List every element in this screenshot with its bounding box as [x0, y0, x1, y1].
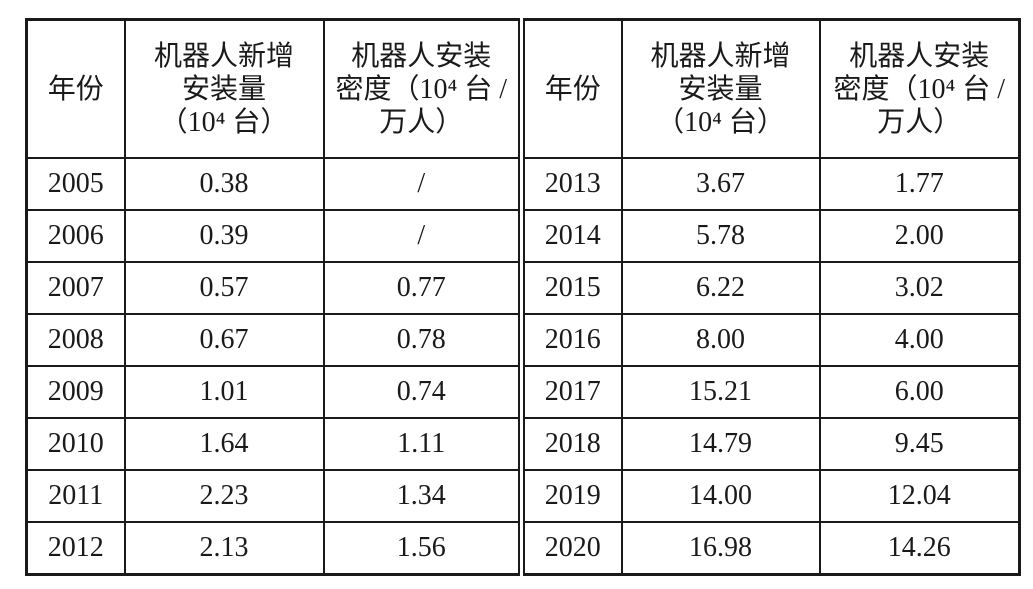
value-cell: 9.45 [818, 417, 1021, 471]
value-cell: 1.64 [123, 417, 325, 471]
value-cell: 6.22 [620, 261, 821, 315]
value-cell: 5.78 [620, 209, 821, 263]
value-cell: 12.04 [818, 469, 1021, 523]
header-line: （10⁴ 台） [656, 106, 785, 138]
value-cell: 1.11 [322, 417, 523, 471]
value-cell: / [322, 157, 523, 211]
header-cell: 年份 [25, 18, 126, 159]
year-cell: 2005 [25, 157, 126, 211]
value-cell: 0.78 [322, 313, 523, 367]
header-cell: 机器人安装 密度（10⁴ 台 / 万人） [322, 18, 523, 159]
header-row: 年份 机器人新增 安装量 （10⁴ 台） 机器人安装 密度（10⁴ 台 / 万人） 年份 机器人… [25, 18, 1021, 159]
header-line: 密度（10⁴ 台 / [335, 73, 508, 105]
header-line: （10⁴ 台） [159, 106, 289, 138]
year-cell: 2006 [25, 209, 126, 263]
table-row: 2009 1.01 0.74 2017 15.21 6.00 [25, 365, 1021, 419]
year-cell: 2019 [518, 469, 623, 523]
value-cell: 0.57 [123, 261, 325, 315]
value-cell: 6.00 [818, 365, 1021, 419]
value-cell: 14.26 [818, 521, 1021, 576]
data-table: 年份 机器人新增 安装量 （10⁴ 台） 机器人安装 密度（10⁴ 台 / 万人） 年份 机器人… [25, 18, 1021, 576]
value-cell: 3.67 [620, 157, 821, 211]
value-cell: 0.74 [322, 365, 523, 419]
header-line: 安装量 [181, 73, 266, 105]
value-cell: 16.98 [620, 521, 821, 576]
table-header: 年份 机器人新增 安装量 （10⁴ 台） 机器人安装 密度（10⁴ 台 / 万人） 年份 机器人… [25, 18, 1021, 159]
header-line: 机器人新增 [153, 40, 294, 72]
year-cell: 2014 [518, 209, 623, 263]
table-body: 2005 0.38/2013 3.67 1.77 2006 0.39/2014 5.78 2.… [25, 157, 1021, 576]
header-line: 年份 [544, 73, 601, 105]
table-row: 2005 0.38/2013 3.67 1.77 [25, 157, 1021, 211]
value-cell: 0.67 [123, 313, 325, 367]
year-cell: 2011 [25, 469, 126, 523]
header-line: 密度（10⁴ 台 / [833, 73, 1006, 105]
year-cell: 2020 [518, 521, 623, 576]
header-line: 万人） [379, 106, 464, 138]
header-line: 机器人安装 [849, 40, 990, 72]
value-cell: 0.38 [123, 157, 325, 211]
value-cell: 0.39 [123, 209, 325, 263]
year-cell: 2007 [25, 261, 126, 315]
header-cell: 机器人安装 密度（10⁴ 台 / 万人） [818, 18, 1021, 159]
year-cell: 2013 [518, 157, 623, 211]
header-line: 机器人新增 [650, 40, 791, 72]
value-cell: / [322, 209, 523, 263]
value-cell: 1.56 [322, 521, 523, 576]
year-cell: 2012 [25, 521, 126, 576]
header-line: 年份 [47, 73, 104, 105]
header-cell: 年份 [518, 18, 623, 159]
table-row: 2006 0.39/2014 5.78 2.00 [25, 209, 1021, 263]
table-row: 2010 1.64 1.11 2018 14.79 9.45 [25, 417, 1021, 471]
value-cell: 14.00 [620, 469, 821, 523]
year-cell: 2016 [518, 313, 623, 367]
value-cell: 2.23 [123, 469, 325, 523]
table-row: 2012 2.13 1.56 2020 16.98 14.26 [25, 521, 1021, 576]
value-cell: 1.01 [123, 365, 325, 419]
year-cell: 2018 [518, 417, 623, 471]
value-cell: 1.77 [818, 157, 1021, 211]
table-row: 2011 2.23 1.34 2019 14.00 12.04 [25, 469, 1021, 523]
year-cell: 2009 [25, 365, 126, 419]
value-cell: 3.02 [818, 261, 1021, 315]
header-cell: 机器人新增 安装量 （10⁴ 台） [123, 18, 325, 159]
table-row: 2007 0.57 0.77 2015 6.22 3.02 [25, 261, 1021, 315]
value-cell: 1.34 [322, 469, 523, 523]
value-cell: 14.79 [620, 417, 821, 471]
header-line: 机器人安装 [351, 40, 492, 72]
year-cell: 2008 [25, 313, 126, 367]
header-cell: 机器人新增 安装量 （10⁴ 台） [620, 18, 821, 159]
value-cell: 4.00 [818, 313, 1021, 367]
header-line: 安装量 [678, 73, 763, 105]
table-row: 2008 0.67 0.78 2016 8.00 4.00 [25, 313, 1021, 367]
year-cell: 2015 [518, 261, 623, 315]
value-cell: 0.77 [322, 261, 523, 315]
header-line: 万人） [877, 106, 962, 138]
year-cell: 2010 [25, 417, 126, 471]
year-cell: 2017 [518, 365, 623, 419]
value-cell: 2.13 [123, 521, 325, 576]
value-cell: 8.00 [620, 313, 821, 367]
value-cell: 2.00 [818, 209, 1021, 263]
value-cell: 15.21 [620, 365, 821, 419]
